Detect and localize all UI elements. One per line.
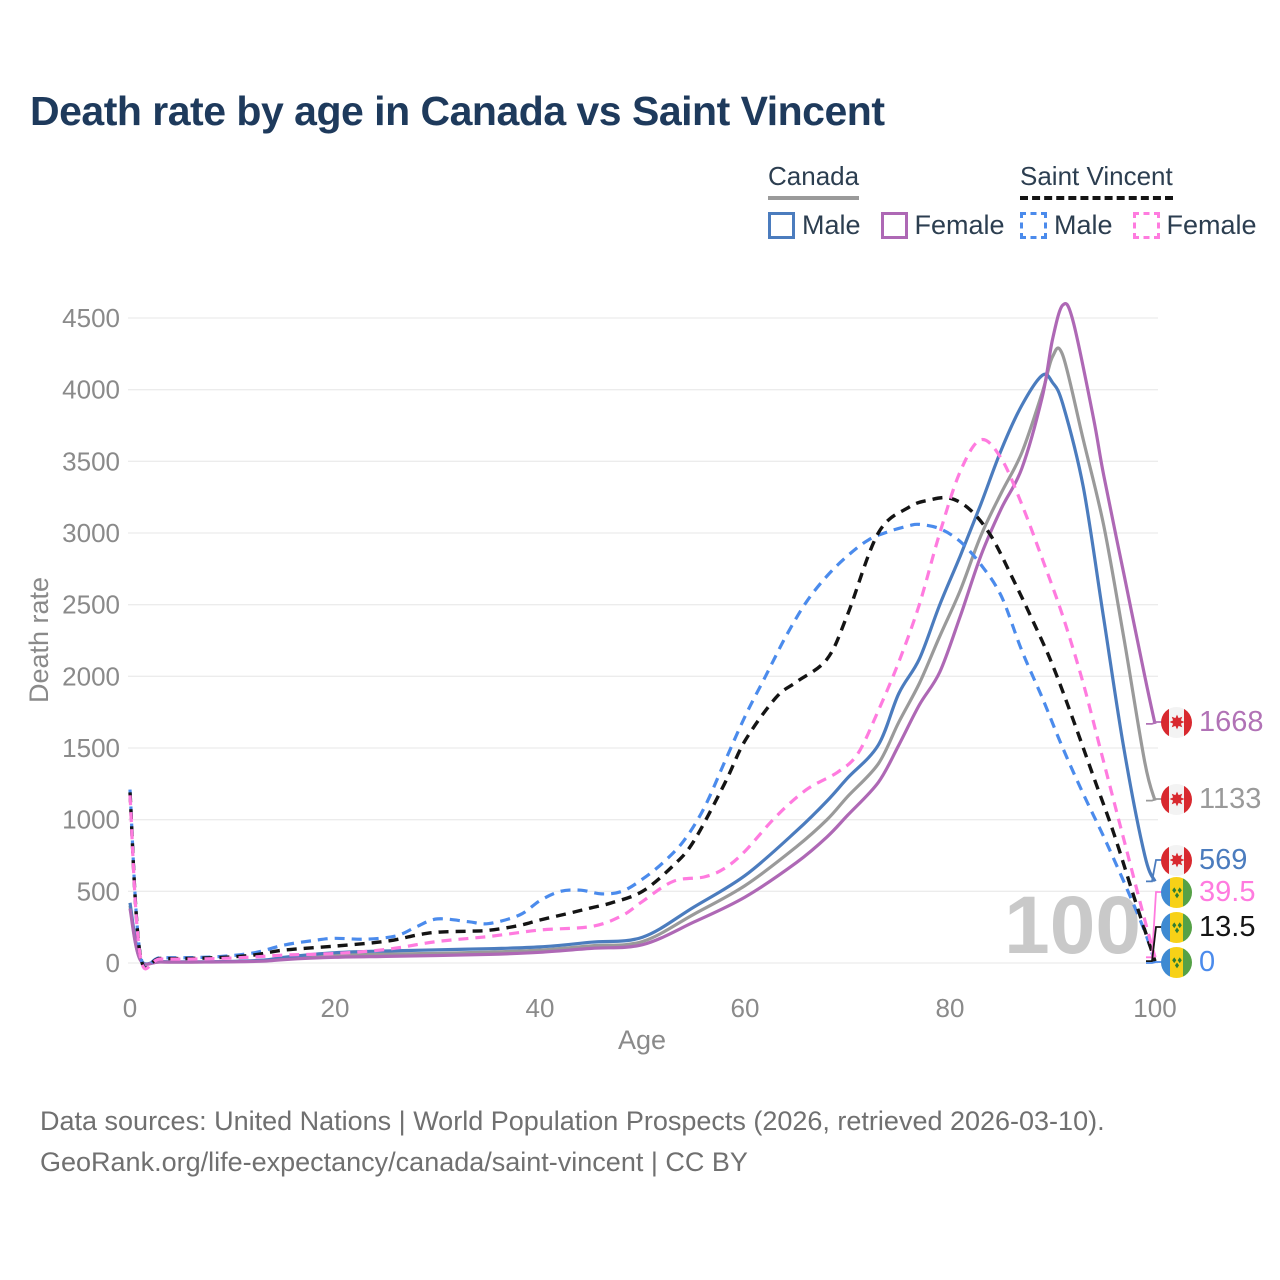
saint-vincent-female-label[interactable]: Female (1166, 210, 1257, 240)
legend-title-canada[interactable]: Canada (768, 163, 860, 200)
end-label-value: 0 (1199, 945, 1216, 978)
end-label-leader-canada-total (1146, 798, 1162, 802)
series-line-sv-female[interactable] (128, 437, 1157, 971)
end-label-leader-sv-total (1146, 926, 1162, 962)
page-title: Death rate by age in Canada vs Saint Vin… (30, 88, 885, 134)
saint-vincent-male-swatch[interactable] (1020, 212, 1047, 239)
canada-female-label[interactable]: Female (914, 210, 1005, 240)
series-line-canada-female[interactable] (128, 302, 1157, 967)
saint-vincent-male-label[interactable]: Male (1054, 210, 1113, 240)
end-label-sv-female: 39.5 (1161, 875, 1255, 909)
canada-female-swatch[interactable] (880, 212, 908, 239)
legend-items-canada: Male Female (768, 210, 1025, 241)
legend-group-canada: Canada Male Female (768, 163, 1025, 241)
end-label-value: 1133 (1199, 782, 1262, 815)
y-tick-label: 1500 (62, 733, 120, 763)
saint-vincent-flag-icon (1161, 946, 1192, 978)
end-label-canada-male: 569 (1161, 843, 1247, 877)
y-tick-label: 0 (106, 948, 120, 978)
end-label-value: 1668 (1199, 705, 1264, 738)
end-label-leader-canada-male (1146, 859, 1162, 883)
series-line-sv-total[interactable] (128, 495, 1157, 970)
y-tick-label: 500 (77, 876, 120, 906)
canada-flag-icon (1161, 844, 1192, 876)
legend-group-saint-vincent: Saint Vincent Male Female (1020, 163, 1277, 241)
x-tick-label: 60 (731, 993, 760, 1023)
x-tick-label: 80 (936, 993, 965, 1023)
end-label-leader-canada-female (1146, 721, 1162, 725)
legend-title-saint-vincent[interactable]: Saint Vincent (1020, 163, 1173, 200)
y-tick-label: 2500 (62, 590, 120, 620)
canada-male-swatch[interactable] (768, 212, 795, 239)
saint-vincent-flag-icon (1161, 911, 1192, 943)
series-line-canada-total[interactable] (128, 346, 1157, 966)
y-axis-title: Death rate (24, 577, 54, 703)
end-label-value: 569 (1199, 843, 1248, 876)
x-tick-label: 40 (526, 993, 555, 1023)
end-label-canada-female: 1668 (1161, 705, 1264, 739)
x-tick-label: 0 (123, 993, 137, 1023)
age-hover-watermark: 100 (1004, 880, 1141, 971)
legend-items-saint-vincent: Male Female (1020, 210, 1277, 241)
end-label-sv-total: 13.5 (1161, 910, 1255, 944)
end-label-leader-sv-male (1146, 961, 1162, 964)
y-tick-label: 4000 (62, 375, 120, 405)
y-tick-label: 1000 (62, 805, 120, 835)
end-label-value: 39.5 (1199, 875, 1256, 908)
end-label-canada-total: 1133 (1161, 782, 1261, 816)
footer-data-sources: Data sources: United Nations | World Pop… (40, 1106, 1105, 1136)
y-tick-label: 4500 (62, 303, 120, 333)
x-axis-title: Age (618, 1025, 666, 1055)
end-label-leader-sv-female (1146, 891, 1162, 959)
end-label-value: 13.5 (1199, 910, 1256, 943)
y-tick-label: 2000 (62, 661, 120, 691)
end-label-sv-male: 0 (1161, 945, 1215, 979)
y-tick-label: 3500 (62, 446, 120, 476)
y-tick-label: 3000 (62, 518, 120, 548)
x-tick-label: 100 (1133, 993, 1176, 1023)
canada-flag-icon (1161, 783, 1192, 815)
saint-vincent-female-swatch[interactable] (1132, 212, 1160, 239)
series-line-sv-male[interactable] (128, 522, 1157, 969)
footer-attribution[interactable]: GeoRank.org/life-expectancy/canada/saint… (40, 1147, 748, 1177)
canada-flag-icon (1161, 706, 1192, 738)
x-tick-label: 20 (321, 993, 350, 1023)
canada-male-label[interactable]: Male (802, 210, 861, 240)
plot-area[interactable] (130, 318, 1155, 963)
saint-vincent-flag-icon (1161, 876, 1192, 908)
